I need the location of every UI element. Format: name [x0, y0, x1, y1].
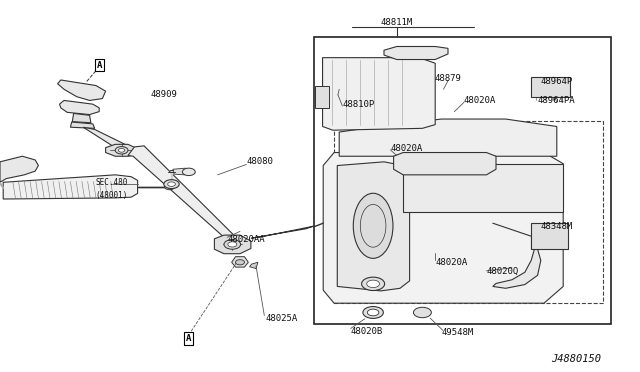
Text: 48348M: 48348M: [541, 222, 573, 231]
Circle shape: [363, 307, 383, 318]
Text: 48020Q: 48020Q: [486, 267, 518, 276]
Ellipse shape: [353, 193, 393, 258]
Polygon shape: [493, 249, 541, 288]
Text: J4880150: J4880150: [551, 354, 601, 364]
Polygon shape: [0, 156, 38, 182]
Text: A: A: [97, 61, 102, 70]
Text: 49548M: 49548M: [442, 328, 474, 337]
Bar: [531, 223, 568, 249]
Circle shape: [228, 242, 237, 247]
Circle shape: [413, 307, 431, 318]
Circle shape: [362, 277, 385, 291]
Text: 48964P: 48964P: [541, 77, 573, 86]
Polygon shape: [72, 113, 91, 123]
Text: (48001): (48001): [96, 191, 128, 200]
Circle shape: [182, 168, 195, 176]
Text: 48020A: 48020A: [435, 258, 467, 267]
Polygon shape: [58, 80, 106, 100]
Text: 48811M: 48811M: [381, 18, 413, 27]
Text: 48020A: 48020A: [464, 96, 496, 105]
Circle shape: [167, 185, 172, 188]
Circle shape: [367, 280, 380, 288]
Polygon shape: [403, 164, 563, 212]
Circle shape: [115, 147, 128, 154]
Polygon shape: [323, 153, 563, 303]
Text: 48020A: 48020A: [390, 144, 422, 153]
Polygon shape: [128, 146, 237, 242]
Text: 48020AA: 48020AA: [227, 235, 265, 244]
Text: 48909: 48909: [150, 90, 177, 99]
Polygon shape: [173, 168, 195, 175]
Polygon shape: [60, 100, 99, 115]
Text: 48080: 48080: [246, 157, 273, 166]
Polygon shape: [394, 153, 496, 175]
Polygon shape: [214, 235, 251, 254]
Text: 48025A: 48025A: [266, 314, 298, 323]
Text: 48879: 48879: [435, 74, 461, 83]
Polygon shape: [106, 144, 138, 156]
Text: 48020B: 48020B: [351, 327, 383, 336]
Polygon shape: [3, 175, 138, 199]
Text: 48964PA: 48964PA: [538, 96, 575, 105]
Circle shape: [224, 240, 241, 249]
Bar: [531, 77, 570, 97]
Polygon shape: [337, 162, 410, 291]
Polygon shape: [323, 58, 435, 130]
Circle shape: [367, 309, 379, 316]
Circle shape: [236, 260, 244, 265]
Polygon shape: [250, 262, 258, 269]
Polygon shape: [339, 119, 557, 156]
Circle shape: [164, 180, 179, 189]
Bar: [314, 37, 611, 324]
Circle shape: [164, 184, 175, 190]
Polygon shape: [70, 122, 95, 128]
Polygon shape: [384, 46, 448, 60]
Text: A: A: [186, 334, 191, 343]
Polygon shape: [83, 127, 128, 149]
Text: 48810P: 48810P: [342, 100, 374, 109]
Circle shape: [118, 148, 125, 152]
Text: SEC.480: SEC.480: [96, 178, 128, 187]
Circle shape: [168, 182, 175, 186]
Polygon shape: [252, 226, 314, 238]
Bar: [334, 121, 603, 303]
Bar: [315, 86, 329, 108]
Polygon shape: [232, 257, 248, 267]
